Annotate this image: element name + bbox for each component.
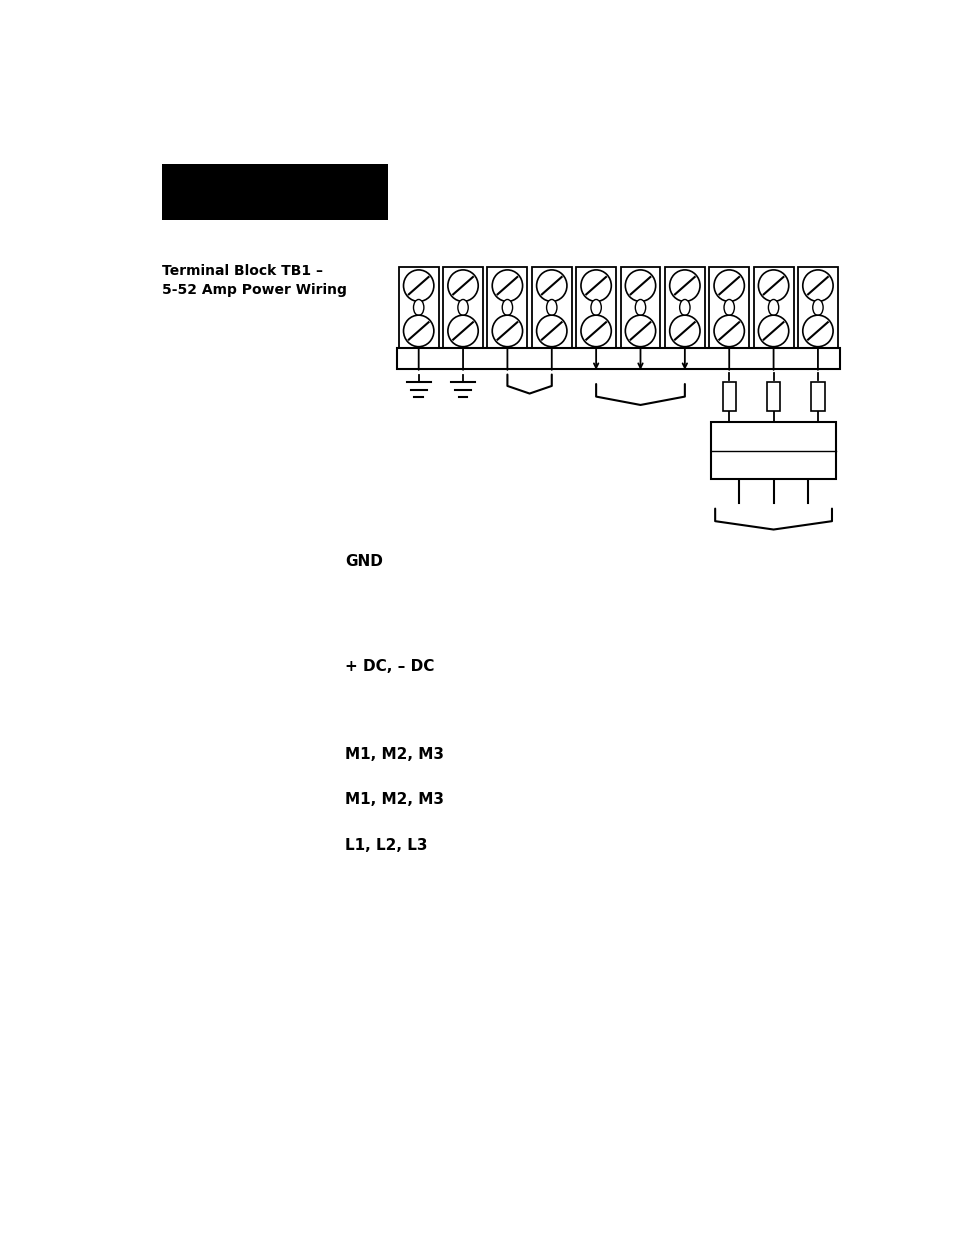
Bar <box>487 267 527 348</box>
Bar <box>797 267 837 348</box>
Text: M1, M2, M3: M1, M2, M3 <box>344 792 443 808</box>
Ellipse shape <box>447 315 477 347</box>
Bar <box>442 267 482 348</box>
Bar <box>664 267 704 348</box>
Bar <box>810 382 823 411</box>
Bar <box>708 267 748 348</box>
Ellipse shape <box>492 270 522 301</box>
Ellipse shape <box>447 270 477 301</box>
Ellipse shape <box>624 270 655 301</box>
Text: Terminal Block TB1 –: Terminal Block TB1 – <box>162 264 323 278</box>
Ellipse shape <box>536 270 566 301</box>
Ellipse shape <box>413 299 423 315</box>
Ellipse shape <box>536 315 566 347</box>
Ellipse shape <box>758 315 788 347</box>
Bar <box>711 422 835 479</box>
Ellipse shape <box>669 315 700 347</box>
Ellipse shape <box>713 315 743 347</box>
Bar <box>766 382 780 411</box>
Ellipse shape <box>580 315 611 347</box>
Bar <box>396 348 840 369</box>
Ellipse shape <box>624 315 655 347</box>
Bar <box>619 267 659 348</box>
Text: + DC, – DC: + DC, – DC <box>344 659 434 674</box>
Ellipse shape <box>723 299 734 315</box>
Ellipse shape <box>635 299 645 315</box>
Ellipse shape <box>403 315 434 347</box>
Ellipse shape <box>812 299 822 315</box>
Ellipse shape <box>801 315 832 347</box>
Text: M1, M2, M3: M1, M2, M3 <box>344 747 443 762</box>
Bar <box>162 164 387 220</box>
Ellipse shape <box>669 270 700 301</box>
Text: L1, L2, L3: L1, L2, L3 <box>344 837 427 852</box>
Ellipse shape <box>758 270 788 301</box>
Bar <box>576 267 616 348</box>
Bar <box>721 382 735 411</box>
Ellipse shape <box>801 270 832 301</box>
Bar <box>398 267 438 348</box>
Ellipse shape <box>492 315 522 347</box>
Ellipse shape <box>501 299 512 315</box>
Ellipse shape <box>713 270 743 301</box>
Ellipse shape <box>767 299 778 315</box>
Text: GND: GND <box>344 555 382 569</box>
Ellipse shape <box>546 299 557 315</box>
Ellipse shape <box>580 270 611 301</box>
Bar <box>531 267 571 348</box>
Ellipse shape <box>403 270 434 301</box>
Ellipse shape <box>679 299 689 315</box>
Bar <box>753 267 793 348</box>
Ellipse shape <box>590 299 600 315</box>
Text: 5-52 Amp Power Wiring: 5-52 Amp Power Wiring <box>162 283 347 298</box>
Ellipse shape <box>457 299 468 315</box>
